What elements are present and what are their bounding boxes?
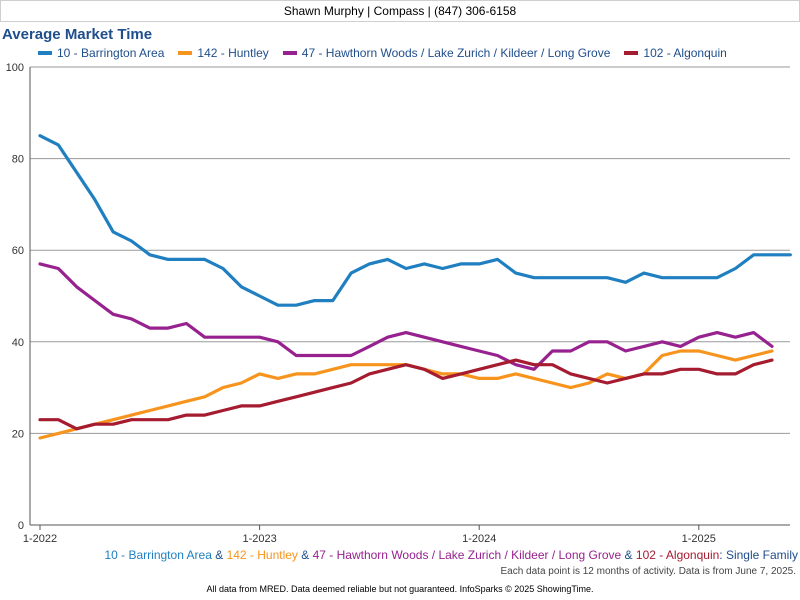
subtitle-series-name: 10 - Barrington Area (104, 548, 212, 562)
data-note: Each data point is 12 months of activity… (500, 566, 796, 577)
x-tick-label: 1-2025 (682, 533, 716, 545)
series-line-1 (38, 134, 792, 307)
y-tick-label: 20 (12, 428, 24, 440)
series-line-4 (38, 358, 774, 431)
y-tick-label: 80 (12, 154, 24, 166)
subtitle-separator: & (297, 548, 313, 562)
legend-label: 102 - Algonquin (643, 46, 727, 60)
y-tick-label: 60 (12, 245, 24, 257)
y-tick-label: 40 (12, 337, 24, 349)
legend-swatch (624, 50, 639, 55)
subtitle-series-name: 47 - Hawthorn Woods / Lake Zurich / Kild… (312, 548, 622, 562)
subtitle-series-name: 142 - Huntley (226, 548, 298, 562)
agent-contact: Shawn Murphy | Compass | (847) 306-6158 (283, 4, 517, 18)
chart-legend: 10 - Barrington Area 142 - Huntley 47 - Ha… (38, 46, 741, 60)
series-line-3 (38, 262, 774, 371)
subtitle-separator: & (621, 548, 636, 562)
legend-item-3: 47 - Hawthorn Woods / Lake Zurich / Kild… (282, 46, 611, 60)
legend-label: 142 - Huntley (197, 46, 269, 60)
x-tick-label: 1-2023 (242, 533, 276, 545)
x-tick-label: 1-2024 (462, 533, 496, 545)
legend-item-2: 142 - Huntley (178, 46, 269, 60)
legend-swatch (38, 50, 52, 55)
y-tick-label: 0 (18, 520, 24, 532)
legend-item-4: 102 - Algonquin (624, 46, 727, 60)
chart-title: Average Market Time (2, 26, 153, 43)
y-tick-label: 100 (6, 62, 24, 74)
subtitle-property-type: : Single Family (719, 548, 798, 562)
line-chart: 0 20 40 60 80 100 1-2022 1-2023 1-2024 1-2025 (6, 62, 792, 545)
x-tick-label: 1-2022 (23, 533, 57, 545)
legend-item-1: 10 - Barrington Area (38, 46, 164, 60)
header-bar: Shawn Murphy | Compass | (847) 306-6158 (0, 0, 800, 22)
footer-disclaimer: All data from MRED. Data deemed reliable… (206, 584, 594, 594)
legend-label: 10 - Barrington Area (57, 46, 165, 60)
subtitle-series-name: 102 - Algonquin (635, 548, 720, 562)
legend-label: 47 - Hawthorn Woods / Lake Zurich / Kild… (301, 46, 611, 60)
chart-subtitle: 10 - Barrington Area & 142 - Huntley & 4… (104, 548, 798, 562)
legend-swatch (282, 50, 297, 55)
legend-swatch (178, 50, 193, 55)
subtitle-separator: & (211, 548, 227, 562)
